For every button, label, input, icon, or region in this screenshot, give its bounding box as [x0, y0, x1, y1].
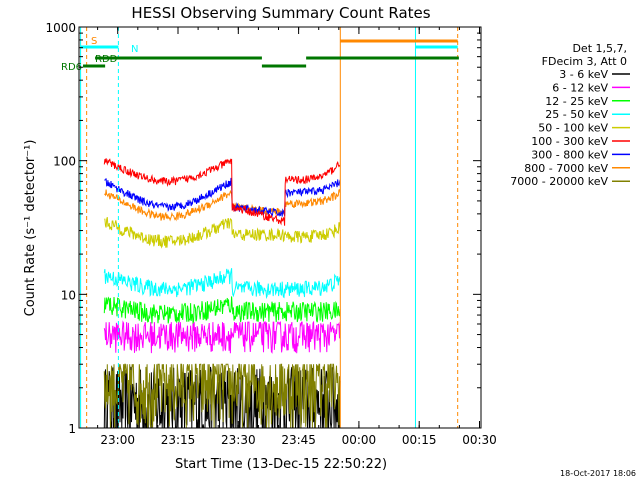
y-axis: 1 10 100 1000: [45, 21, 481, 436]
x-tick-label: 00:30: [462, 433, 497, 447]
plot-flags: S N RDD RD6: [61, 27, 459, 428]
legend-label: 7000 - 20000 keV: [510, 175, 608, 188]
x-tick-label: 23:30: [221, 433, 256, 447]
chart-title: HESSI Observing Summary Count Rates: [131, 4, 430, 22]
flag-label: RD6: [61, 62, 82, 73]
series-line: [103, 296, 341, 325]
flag-label: S: [91, 36, 97, 47]
series-line: [103, 320, 341, 354]
x-tick-label: 23:45: [281, 433, 316, 447]
flag-label: RDD: [95, 54, 118, 65]
legend-header: Det 1,5,7,: [572, 42, 627, 55]
timestamp-label: 18-Oct-2017 18:06: [560, 469, 636, 478]
legend-label: 3 - 6 keV: [559, 68, 608, 81]
plot-frame: [78, 26, 482, 429]
y-tick-label: 1: [68, 422, 76, 436]
x-tick-label: 23:15: [161, 433, 196, 447]
plot-series: [103, 158, 341, 429]
legend-label: 12 - 25 keV: [545, 95, 608, 108]
series-line: [104, 177, 341, 218]
legend-label: 300 - 800 keV: [531, 148, 608, 161]
legend-label: 25 - 50 keV: [545, 108, 608, 121]
legend-label: 800 - 7000 keV: [524, 162, 608, 175]
x-axis-label: Start Time (13-Dec-15 22:50:22): [175, 457, 387, 472]
legend-label: 50 - 100 keV: [538, 122, 608, 135]
series-line: [103, 363, 341, 429]
series-line: [104, 188, 341, 222]
legend-header: FDecim 3, Att 0: [542, 55, 627, 68]
x-tick-label: 00:15: [402, 433, 437, 447]
y-axis-label: Count Rate (s⁻¹ detector⁻¹): [23, 140, 38, 317]
series-line: [103, 158, 341, 226]
x-tick-label: 00:00: [342, 433, 377, 447]
legend-label: 100 - 300 keV: [531, 135, 608, 148]
x-axis: 23:00 23:15 23:30 23:45 00:00 00:15 00:30: [97, 27, 497, 447]
x-tick-label: 23:00: [100, 433, 135, 447]
series-line: [103, 268, 341, 300]
legend-label: 6 - 12 keV: [552, 81, 608, 94]
y-tick-label: 100: [53, 155, 76, 169]
series-line: [104, 216, 341, 249]
y-tick-label: 1000: [45, 21, 76, 35]
flag-label: N: [131, 44, 138, 55]
y-tick-label: 10: [61, 288, 76, 302]
